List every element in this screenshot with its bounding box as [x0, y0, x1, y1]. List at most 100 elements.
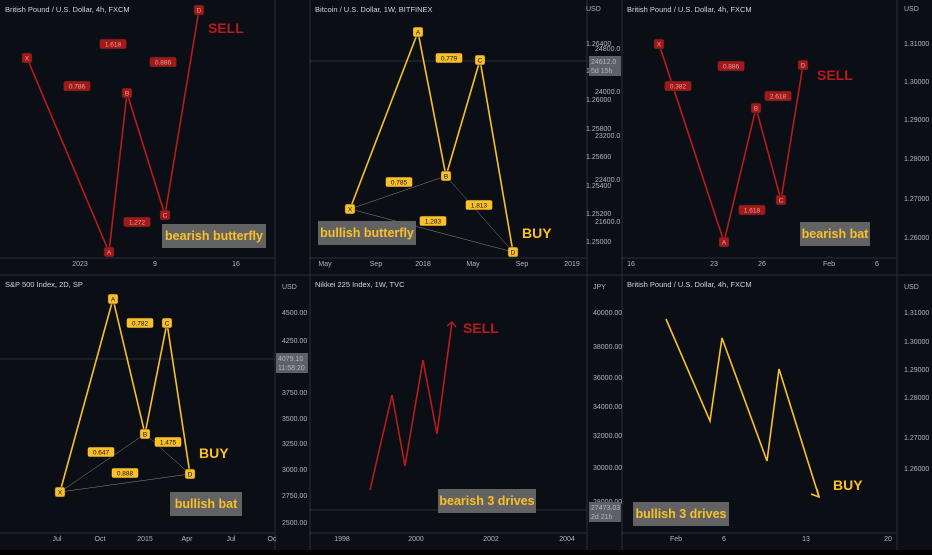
- arrow-head: [446, 321, 457, 328]
- y-tick-label: 36000.00: [593, 375, 622, 382]
- point-label: X: [25, 55, 30, 62]
- signal-label: BUY: [199, 445, 229, 461]
- y-tick-label: 1.26000: [586, 97, 611, 104]
- ratio-label-box: [465, 199, 493, 211]
- arrow-head: [810, 488, 821, 499]
- chart-p4: S&P 500 Index, 2D, SP USD Jul Oct 2015 Apr Jul…: [0, 275, 308, 550]
- y-tick-label: 1.30000: [904, 339, 929, 346]
- x-tick-label: 26: [758, 261, 766, 268]
- x-tick-label: 16: [627, 261, 635, 268]
- chart-p6: British Pound / U.S. Dollar, 4h, FXCM USD…: [622, 275, 929, 550]
- x-tick-label: Jul: [227, 536, 236, 543]
- price-tag-box: [589, 56, 621, 76]
- ratio-label-box: [126, 317, 154, 329]
- ratio-label-box: [738, 204, 766, 216]
- ratio-label: 0.886: [155, 59, 172, 66]
- ratio-label-box: [154, 436, 182, 448]
- bd-leg: [144, 433, 191, 475]
- y-tick-label: 3000.00: [282, 467, 307, 474]
- point-label: D: [197, 7, 202, 14]
- y-tick-label: 30000.00: [593, 465, 622, 472]
- signal-label: BUY: [833, 477, 863, 493]
- point-label-box: [159, 209, 171, 221]
- x-tick-label: 1998: [334, 536, 350, 543]
- y-tick-label: 4250.00: [282, 338, 307, 345]
- x-tick-label: 2002: [483, 536, 499, 543]
- ratio-label-box: [419, 215, 447, 227]
- caption-box: [318, 221, 416, 245]
- caption-box: [438, 489, 536, 513]
- point-label-box: [440, 170, 452, 182]
- pattern-line: [658, 43, 804, 245]
- ratio-label: 1.272: [129, 219, 146, 226]
- chart-p2: Bitcoin / U.S. Dollar, 1W, BITFINEX USD Ma…: [310, 0, 611, 275]
- chart-title: British Pound / U.S. Dollar, 4h, FXCM: [5, 5, 130, 14]
- point-label: B: [143, 431, 147, 438]
- unit-label: USD: [904, 6, 919, 13]
- ratio-label-box: [99, 38, 127, 50]
- xb-leg: [59, 433, 146, 493]
- y-tick-label: 21600.0: [595, 219, 620, 226]
- point-label-box: [54, 486, 66, 498]
- x-tick-label: Oct: [95, 536, 106, 543]
- ratio-label-box: [717, 60, 745, 72]
- point-label: D: [188, 471, 193, 478]
- point-label: B: [754, 105, 758, 112]
- xd-leg: [349, 208, 514, 253]
- y-tick-label: 23200.0: [595, 133, 620, 140]
- x-tick-label: Oc: [268, 536, 277, 543]
- x-tick-label: 20: [884, 536, 892, 543]
- y-tick-label: 24000.0: [595, 89, 620, 96]
- y-tick-label: 1.26000: [904, 235, 929, 242]
- x-tick-label: May: [466, 261, 480, 268]
- y-tick-label: 1.27000: [904, 435, 929, 442]
- ratio-label-box: [123, 216, 151, 228]
- xd-leg: [59, 473, 191, 493]
- ratio-label-box: [63, 80, 91, 92]
- chart-p1: British Pound / U.S. Dollar, 4h, FXCM 202…: [0, 0, 276, 275]
- x-tick-label: 23: [710, 261, 718, 268]
- point-label-box: [474, 54, 486, 66]
- ratio-label: 0.647: [93, 449, 110, 456]
- price-tag-value: 24612.0: [591, 59, 616, 66]
- xb-leg: [349, 175, 447, 210]
- point-label-box: [412, 26, 424, 38]
- y-tick-label: 38000.00: [593, 344, 622, 351]
- caption-box: [170, 492, 242, 516]
- y-tick-label: 3500.00: [282, 416, 307, 423]
- caption-label: bearish butterfly: [165, 229, 263, 243]
- x-tick-label: 13: [802, 536, 810, 543]
- ratio-label-box: [149, 56, 177, 68]
- x-tick-label: 2015: [137, 536, 153, 543]
- chart-title: Bitcoin / U.S. Dollar, 1W, BITFINEX: [315, 5, 433, 14]
- x-tick-label: 6: [722, 536, 726, 543]
- price-tag-countdown: 2d 21h: [591, 514, 613, 521]
- point-label-box: [139, 428, 151, 440]
- signal-label: SELL: [208, 20, 244, 36]
- point-label: X: [657, 41, 662, 48]
- caption-box: [633, 502, 729, 526]
- y-tick-label: 34000.00: [593, 404, 622, 411]
- caption-label: bullish 3 drives: [635, 507, 726, 521]
- price-tag-box: [276, 353, 308, 373]
- ratio-label: 1.475: [160, 439, 177, 446]
- point-label: A: [107, 249, 112, 256]
- chart-p3: British Pound / U.S. Dollar, 4h, FXCM USD…: [589, 0, 929, 275]
- point-label-box: [184, 468, 196, 480]
- price-tag-countdown: 11:58:20: [278, 365, 305, 372]
- point-label-box: [507, 246, 519, 258]
- y-tick-label: 1.31000: [904, 41, 929, 48]
- y-tick-label: 22400.0: [595, 177, 620, 184]
- price-tag-box: [589, 502, 621, 522]
- x-tick-label: 2004: [559, 536, 575, 543]
- y-tick-label: 3250.00: [282, 441, 307, 448]
- point-label-box: [121, 87, 133, 99]
- y-tick-label: 24800.0: [595, 46, 620, 53]
- point-label: B: [125, 90, 129, 97]
- unit-label: USD: [282, 284, 297, 291]
- caption-label: bullish butterfly: [320, 226, 414, 240]
- ratio-label: 1.283: [425, 218, 442, 225]
- caption-label: bullish bat: [175, 497, 238, 511]
- y-tick-label: 4500.00: [282, 310, 307, 317]
